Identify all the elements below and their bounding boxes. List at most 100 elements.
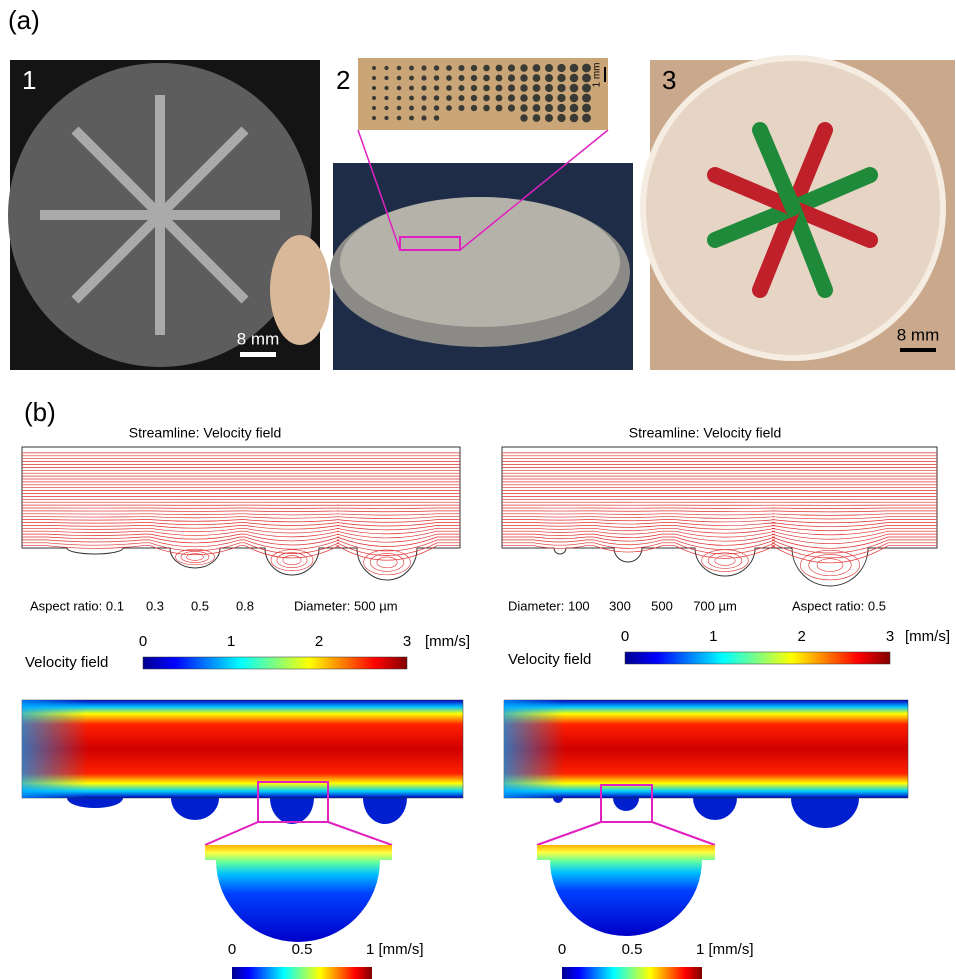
pillar — [582, 94, 591, 103]
figure: (a) 1 8 mm 2 1 mm 3 8 mm (b) Streamline:… — [0, 0, 956, 979]
pillar — [459, 65, 465, 71]
pillar — [496, 95, 503, 102]
caption: Aspect ratio: 0.1 — [30, 598, 124, 613]
caption: 0.5 — [191, 598, 209, 613]
pillar — [545, 104, 553, 112]
zoom-line — [652, 822, 715, 845]
pillar — [570, 114, 579, 123]
pillar — [421, 105, 426, 110]
pillar — [508, 74, 515, 81]
scale-bar — [240, 352, 276, 357]
panel-b: Streamline: Velocity field Aspect ratio: … — [22, 425, 950, 979]
zoom-line — [205, 822, 258, 845]
caption: 0.3 — [146, 598, 164, 613]
pillar — [496, 85, 503, 92]
caption: Diameter: 100 — [508, 598, 590, 613]
pillar — [545, 114, 553, 122]
pillar — [421, 85, 426, 90]
pillar — [520, 64, 527, 71]
pillar — [557, 94, 565, 102]
colorbar-tick-label: 0 — [558, 941, 566, 958]
zoom-line — [328, 822, 392, 845]
pillar — [533, 94, 541, 102]
pillar — [384, 106, 388, 110]
scale-bar — [900, 348, 936, 352]
pillar — [471, 105, 477, 111]
pillar — [459, 105, 465, 111]
pillar — [421, 65, 426, 70]
pillar — [483, 65, 490, 72]
pillar — [459, 95, 465, 101]
pillar — [434, 105, 439, 110]
pillar — [397, 76, 402, 81]
pillar — [496, 105, 503, 112]
pillar — [582, 114, 591, 123]
pillar — [409, 106, 414, 111]
heat-inlet — [22, 700, 463, 798]
pillar — [483, 75, 490, 82]
pillar — [520, 104, 527, 111]
chambers — [40, 95, 280, 335]
pillar — [459, 85, 465, 91]
colorbar-tick-label: 2 — [315, 633, 323, 650]
pillar — [471, 65, 477, 71]
pillar — [557, 74, 565, 82]
heat-inlet — [504, 700, 908, 798]
pillar — [570, 84, 579, 93]
pillar — [384, 76, 388, 80]
pillar — [557, 64, 565, 72]
stream-title: Streamline: Velocity field — [629, 425, 782, 441]
pillar — [533, 74, 541, 82]
pillar — [409, 116, 414, 121]
pillar — [545, 94, 553, 102]
caption: 0.8 — [236, 598, 254, 613]
zoom-view — [537, 845, 715, 936]
colorbar-name: Velocity field — [25, 654, 108, 671]
pillar — [446, 75, 452, 81]
colorbar — [625, 652, 890, 664]
page: (a) 1 8 mm 2 1 mm 3 8 mm (b) Streamline:… — [0, 0, 956, 979]
colorbar — [562, 967, 702, 979]
pillar — [434, 75, 439, 80]
colorbar-unit: [mm/s] — [425, 633, 470, 650]
pillar — [397, 66, 402, 71]
pillar — [372, 66, 376, 70]
pillar — [496, 65, 503, 72]
pillar — [446, 105, 452, 111]
pillar — [421, 95, 426, 100]
pillar — [446, 65, 452, 71]
pillar — [409, 66, 414, 71]
pillar — [483, 105, 490, 112]
colorbar-tick-label: 0 — [228, 941, 236, 958]
photo-number: 2 — [336, 65, 350, 95]
zoom-line — [537, 822, 601, 845]
pillar — [570, 104, 579, 113]
pillar — [570, 64, 579, 73]
pillar — [434, 65, 439, 70]
pillar — [570, 94, 579, 103]
pillar — [372, 96, 376, 100]
scale-label: 8 mm — [897, 325, 940, 344]
scale-label: 8 mm — [237, 329, 280, 348]
pillar — [508, 104, 515, 111]
scale-bar — [604, 67, 606, 82]
zoom-view — [205, 845, 392, 942]
pillar — [471, 75, 477, 81]
colorbar — [143, 657, 407, 669]
pillar — [409, 96, 414, 101]
pillar — [397, 106, 402, 111]
pillar — [557, 114, 565, 122]
colorbar-tick-label: 3 — [403, 633, 411, 650]
panel-label: (a) — [8, 5, 40, 35]
colorbar-tick-label: 0 — [621, 628, 629, 645]
disk-top — [340, 197, 620, 327]
colorbar-tick-label: 1 — [227, 633, 235, 650]
photo-number: 1 — [22, 65, 36, 95]
pillar — [545, 84, 553, 92]
pillar — [520, 84, 527, 91]
pillar — [409, 76, 414, 81]
pillar — [384, 66, 388, 70]
pillar — [557, 84, 565, 92]
caption: Diameter: 500 µm — [294, 598, 398, 613]
pillar — [520, 114, 527, 121]
